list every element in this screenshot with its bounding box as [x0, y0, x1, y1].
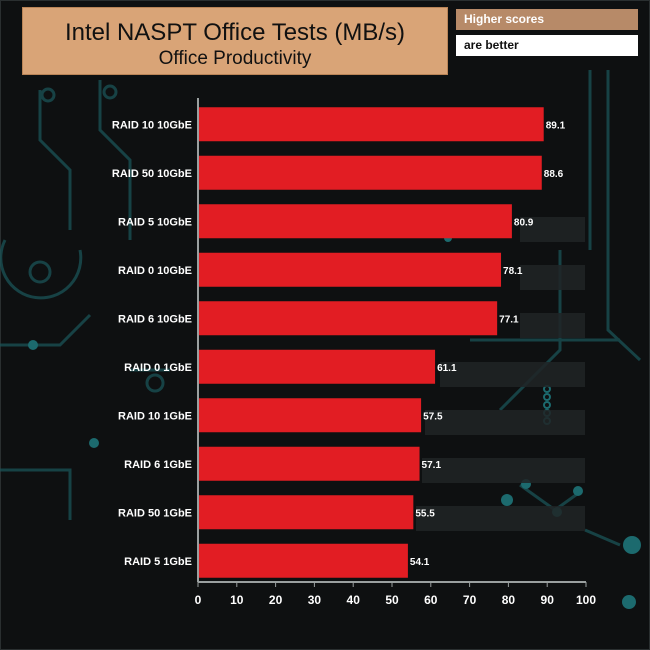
category-label: RAID 5 1GbE: [124, 556, 192, 568]
category-label: RAID 5 10GbE: [118, 216, 192, 228]
category-label: RAID 0 1GbE: [124, 362, 192, 374]
bar: [198, 349, 436, 384]
x-tick-label: 20: [269, 593, 283, 607]
category-label: RAID 50 10GbE: [112, 168, 192, 180]
category-label: RAID 10 1GbE: [118, 410, 192, 422]
higher-scores-note: Higher scores: [456, 9, 638, 30]
value-label: 54.1: [410, 557, 430, 568]
value-label: 57.5: [423, 411, 443, 422]
bar: [198, 543, 408, 578]
x-tick-label: 10: [230, 593, 244, 607]
bar: [198, 301, 498, 336]
x-tick-label: 80: [502, 593, 516, 607]
bar: [198, 252, 502, 287]
bar: [198, 155, 542, 190]
value-label: 88.6: [544, 169, 564, 180]
value-label: 89.1: [546, 120, 566, 131]
x-tick-label: 0: [195, 593, 202, 607]
bar: [198, 204, 512, 239]
x-tick-label: 40: [347, 593, 361, 607]
category-label: RAID 0 10GbE: [118, 265, 192, 277]
x-tick-label: 100: [576, 593, 596, 607]
value-label: 55.5: [415, 508, 435, 519]
chart-title-box: Intel NASPT Office Tests (MB/s) Office P…: [22, 7, 448, 75]
x-tick-label: 50: [385, 593, 399, 607]
x-tick-label: 90: [541, 593, 555, 607]
chart-subtitle: Office Productivity: [158, 48, 312, 69]
x-tick-label: 60: [424, 593, 438, 607]
category-label: RAID 10 10GbE: [112, 119, 192, 131]
value-label: 80.9: [514, 217, 534, 228]
value-label: 57.1: [422, 460, 442, 471]
bar: [198, 398, 422, 433]
value-label: 78.1: [503, 266, 523, 277]
category-label: RAID 6 1GbE: [124, 459, 192, 471]
x-tick-label: 70: [463, 593, 477, 607]
bar: [198, 495, 414, 530]
chart-title: Intel NASPT Office Tests (MB/s): [64, 19, 406, 46]
value-label: 77.1: [499, 314, 519, 325]
are-better-note: are better: [456, 35, 638, 56]
bar: [198, 107, 544, 142]
category-label: RAID 6 10GbE: [118, 313, 192, 325]
x-tick-label: 30: [308, 593, 322, 607]
bar: [198, 446, 420, 481]
category-label: RAID 50 1GbE: [118, 507, 192, 519]
value-label: 61.1: [437, 363, 457, 374]
